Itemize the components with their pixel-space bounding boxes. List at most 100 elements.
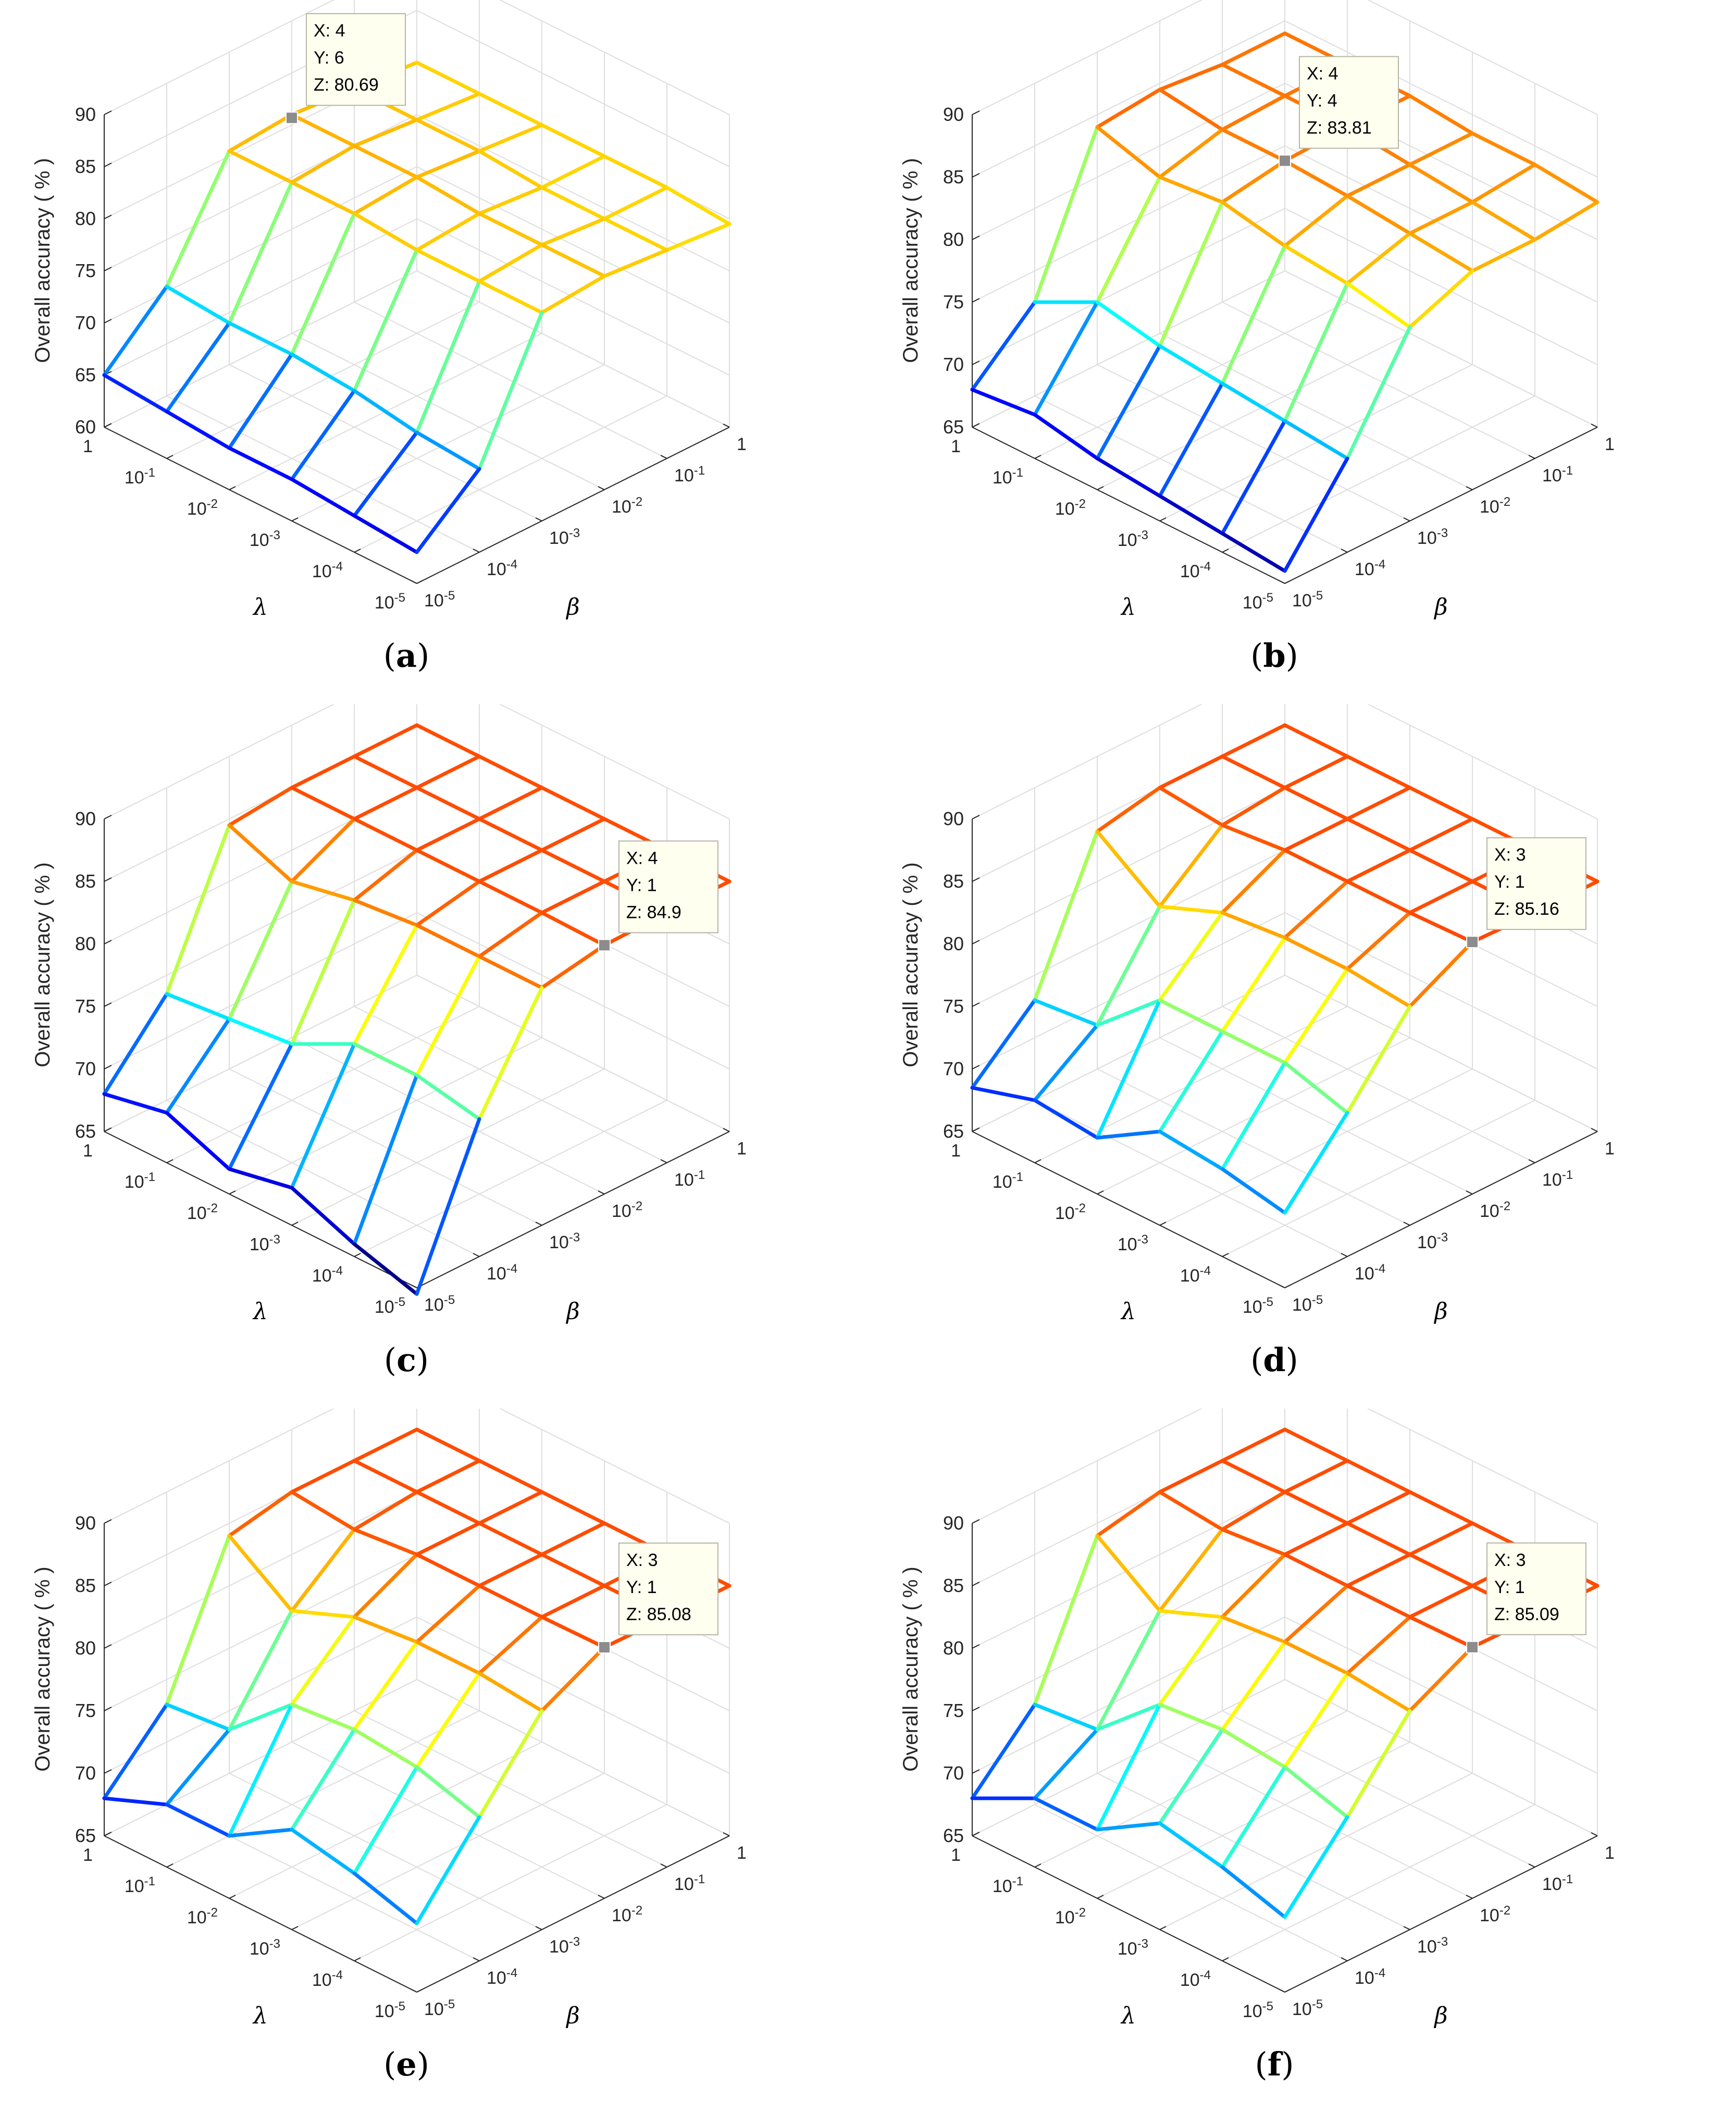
surface-edge (1220, 128, 1287, 163)
datatip-box[interactable]: X: 3 Y: 1 Z: 85.08 (618, 1543, 718, 1636)
surface-edge (1345, 817, 1412, 852)
surface-edge (227, 149, 294, 184)
surface-edge (352, 1073, 419, 1246)
surface-edge (1220, 1727, 1287, 1769)
beta-tick-mark (1528, 455, 1535, 459)
surface-edge (1345, 1552, 1412, 1588)
surface-edge (415, 92, 481, 122)
surface-edge (1345, 848, 1412, 884)
lambda-tick-mark (1034, 1863, 1041, 1868)
surface-edge (477, 310, 544, 471)
surface-edge (477, 1459, 544, 1494)
datatip-box[interactable]: X: 4 Y: 1 Z: 84.9 (618, 840, 718, 934)
surface-edge (1158, 786, 1224, 827)
datatip-box[interactable]: X: 4 Y: 4 Z: 83.81 (1299, 56, 1399, 149)
datatip-box[interactable]: X: 3 Y: 1 Z: 85.16 (1486, 837, 1586, 930)
surface-edge (352, 754, 419, 790)
datatip-background (306, 13, 406, 106)
surface-edge (1408, 786, 1474, 821)
surface-edge (290, 1827, 356, 1875)
lambda-tick-label: 10-2 (187, 497, 218, 519)
datatip-marker[interactable] (1466, 936, 1479, 949)
surface-edge (1220, 531, 1287, 573)
beta-axis-label: β (565, 2003, 579, 2029)
z-tick-label: 85 (943, 166, 964, 188)
lambda-tick-mark (229, 1190, 236, 1195)
surface-edge (1283, 1552, 1349, 1588)
surface-edge (1345, 194, 1412, 235)
datatip-box[interactable]: X: 3 Y: 1 Z: 85.09 (1486, 1542, 1586, 1635)
lambda-tick-mark (1222, 549, 1229, 553)
surface-edge (540, 1552, 606, 1588)
z-axis-label: Overall accuracy ( % ) (899, 1566, 922, 1771)
surface-edge (1283, 1061, 1349, 1115)
datatip-marker[interactable] (1279, 154, 1291, 167)
surface-edge (1345, 879, 1412, 915)
z-tick-label: 85 (943, 871, 964, 892)
beta-axis-label: β (1433, 2003, 1447, 2029)
surface-edge (1283, 1584, 1349, 1644)
beta-tick-label: 1 (1605, 434, 1615, 454)
beta-tick-mark (723, 1128, 730, 1132)
surface-edge (102, 1092, 169, 1115)
panel-caption: (a) (383, 637, 430, 675)
datatip-box[interactable]: X: 4 Y: 6 Z: 80.69 (306, 13, 406, 106)
datatip-marker[interactable] (598, 939, 611, 952)
surface-edge (415, 467, 481, 554)
surface-edge (1158, 754, 1224, 790)
datatip-marker[interactable] (598, 1641, 611, 1654)
surface-edge (540, 1645, 606, 1713)
surface-edge (1470, 131, 1537, 167)
surface-edge (1408, 848, 1474, 884)
wall-grid-line (1284, 1616, 1598, 1774)
surface-edge (1283, 936, 1349, 971)
z-tick-mark (972, 1065, 980, 1070)
floor-grid-line (229, 1068, 542, 1226)
beta-tick-mark (723, 424, 730, 428)
surface-edge (1220, 159, 1287, 204)
wall-grid-line (104, 704, 335, 819)
lambda-tick-label: 1 (83, 1845, 93, 1865)
surface-edge (1158, 175, 1224, 204)
z-tick-mark (972, 360, 980, 365)
lambda-tick-mark (104, 424, 111, 428)
surface-edge (1283, 1671, 1349, 1769)
surface-edge (290, 817, 356, 884)
beta-tick-label: 10-4 (487, 1966, 517, 1988)
lambda-tick-label: 10-1 (125, 1170, 155, 1192)
surface-edge (352, 723, 419, 758)
surface-edge (1220, 1552, 1287, 1619)
surface-edge (1533, 163, 1599, 204)
lambda-tick-mark (416, 1988, 424, 1993)
surface-edge (165, 1111, 231, 1171)
surface-edge (415, 1427, 481, 1463)
lambda-tick-label: 10-3 (250, 1937, 280, 1959)
beta-tick-mark (1591, 424, 1598, 428)
panel-caption: (b) (1250, 637, 1298, 675)
datatip-marker[interactable] (1466, 1640, 1479, 1653)
beta-tick-mark (1591, 1832, 1598, 1836)
surface-edge (477, 817, 544, 852)
beta-tick-mark (1403, 517, 1410, 521)
wall-grid-line (416, 10, 730, 167)
surface-edge (1095, 1609, 1162, 1732)
floor-grid-line (1097, 364, 1410, 521)
datatip-marker[interactable] (286, 111, 298, 125)
beta-tick-mark (535, 1926, 542, 1930)
surface-edge (415, 1459, 481, 1494)
surface-edge (477, 1521, 544, 1557)
beta-axis-line (416, 1131, 730, 1288)
wall-grid-line (499, 704, 730, 819)
beta-tick-mark (535, 517, 542, 521)
surface-edge (1095, 829, 1162, 909)
beta-tick-label: 10-4 (1355, 1966, 1385, 1988)
lambda-tick-label: 10-5 (1243, 1999, 1273, 2022)
wall-grid-line (416, 975, 730, 1132)
beta-tick-label: 10-3 (549, 1935, 580, 1957)
lambda-tick-label: 10-2 (1055, 1906, 1086, 1928)
beta-tick-label: 10-4 (1355, 557, 1385, 580)
surface-edge (165, 1534, 231, 1707)
z-axis-label: Overall accuracy ( % ) (899, 158, 922, 363)
wall-grid-line (972, 1409, 1203, 1524)
surface-edge (1158, 63, 1224, 92)
